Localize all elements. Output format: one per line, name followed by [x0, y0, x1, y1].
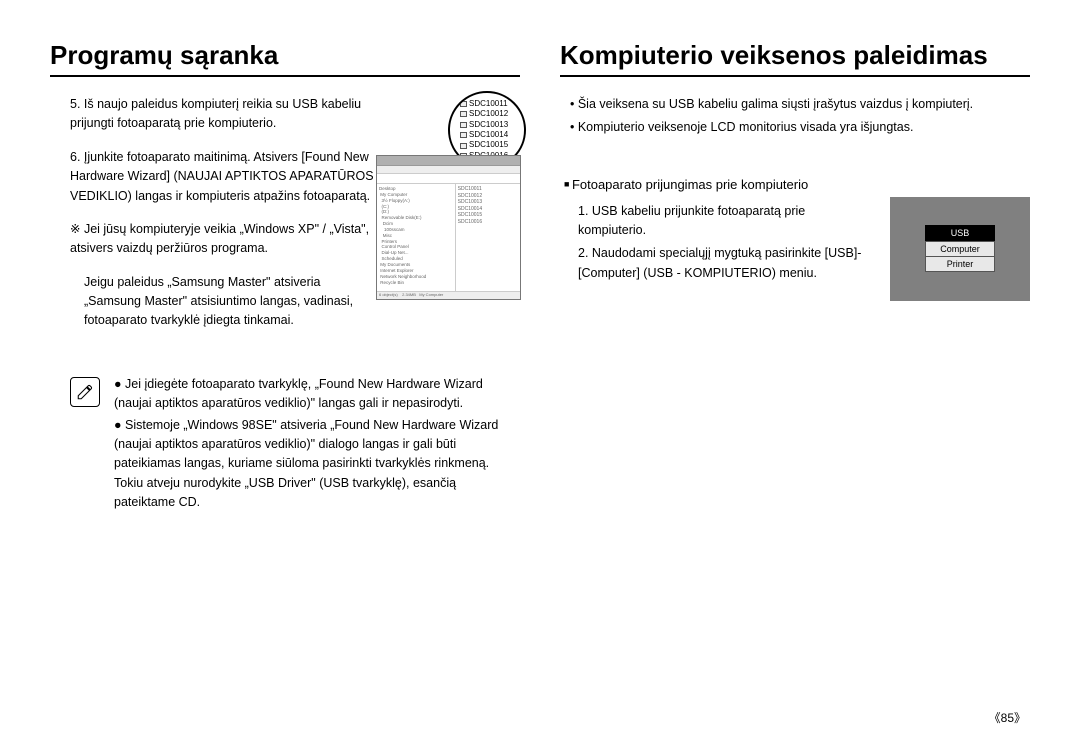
pencil-note-icon: [70, 377, 100, 407]
note-1: ● Jei įdiegėte fotoaparato tvarkyklę, „F…: [114, 375, 520, 414]
explorer-toolbar: [377, 166, 520, 174]
step-5: 5. Iš naujo paleidus kompiuterį reikia s…: [70, 95, 376, 134]
right-heading: Kompiuterio veiksenos paleidimas: [560, 40, 1030, 77]
file-item: SDC10014: [460, 130, 508, 140]
file-item: SDC10012: [460, 109, 508, 119]
left-column: Programų sąranka 5. Iš naujo paleidus ko…: [50, 40, 520, 514]
page-number: 《85》: [989, 709, 1026, 726]
bullet-2: • Kompiuterio veiksenoje LCD monitorius …: [570, 118, 1030, 137]
file-icon: [460, 111, 467, 117]
explorer-status: 6 object(s) 2.34MB My Computer: [377, 291, 520, 299]
step-1: 1. USB kabeliu prijunkite fotoaparatą pr…: [578, 202, 874, 241]
note-2: ● Sistemoje „Windows 98SE" atsiveria „Fo…: [114, 416, 520, 513]
left-text: 5. Iš naujo paleidus kompiuterį reikia s…: [50, 95, 376, 345]
step-6: 6. Įjunkite fotoaparato maitinimą. Atsiv…: [70, 148, 376, 206]
explorer-window: Desktop My Computer 3½ Floppy(A:) (C:) (…: [376, 155, 521, 300]
explorer-file-list: SDC10011SDC10012SDC10013SDC10014SDC10015…: [456, 184, 520, 299]
tip-windows: ※ Jei jūsų kompiuteryje veikia „Windows …: [70, 220, 376, 259]
explorer-titlebar: [377, 156, 520, 166]
file-icon: [460, 143, 467, 149]
lcd-row-computer: Computer: [925, 241, 995, 257]
explorer-tree: Desktop My Computer 3½ Floppy(A:) (C:) (…: [377, 184, 456, 299]
file-icon: [460, 132, 467, 138]
note-box: ● Jei įdiegėte fotoaparato tvarkyklę, „F…: [50, 375, 520, 515]
step-2: 2. Naudodami specialųjį mygtuką pasirink…: [578, 244, 874, 283]
bullet-1: • Šia veiksena su USB kabeliu galima sių…: [570, 95, 1030, 114]
sub-heading: Fotoaparato prijungimas prie kompiuterio: [564, 177, 874, 192]
lcd-screen: USB Computer Printer: [890, 197, 1030, 301]
note-list: ● Jei įdiegėte fotoaparato tvarkyklę, „F…: [114, 375, 520, 515]
right-column: Kompiuterio veiksenos paleidimas • Šia v…: [560, 40, 1030, 514]
left-heading: Programų sąranka: [50, 40, 520, 77]
lcd-menu: USB Computer Printer: [925, 225, 995, 272]
explorer-address: [377, 174, 520, 184]
file-icon: [460, 122, 467, 128]
right-intro: • Šia veiksena su USB kabeliu galima sių…: [560, 95, 1030, 137]
file-item: SDC10013: [460, 120, 508, 130]
subsection: Fotoaparato prijungimas prie kompiuterio…: [560, 177, 1030, 301]
steps: 1. USB kabeliu prijunkite fotoaparatą pr…: [564, 202, 874, 284]
file-item: SDC10011: [460, 99, 508, 109]
lcd-row-usb: USB: [925, 225, 995, 241]
file-icon: [460, 101, 467, 107]
tip-samsung: Jeigu paleidus „Samsung Master" atsiveri…: [84, 273, 376, 331]
lcd-row-printer: Printer: [925, 256, 995, 272]
file-item: SDC10015: [460, 140, 508, 150]
explorer-illustration: SDC10011 SDC10012 SDC10013 SDC10014 SDC1…: [388, 95, 520, 300]
